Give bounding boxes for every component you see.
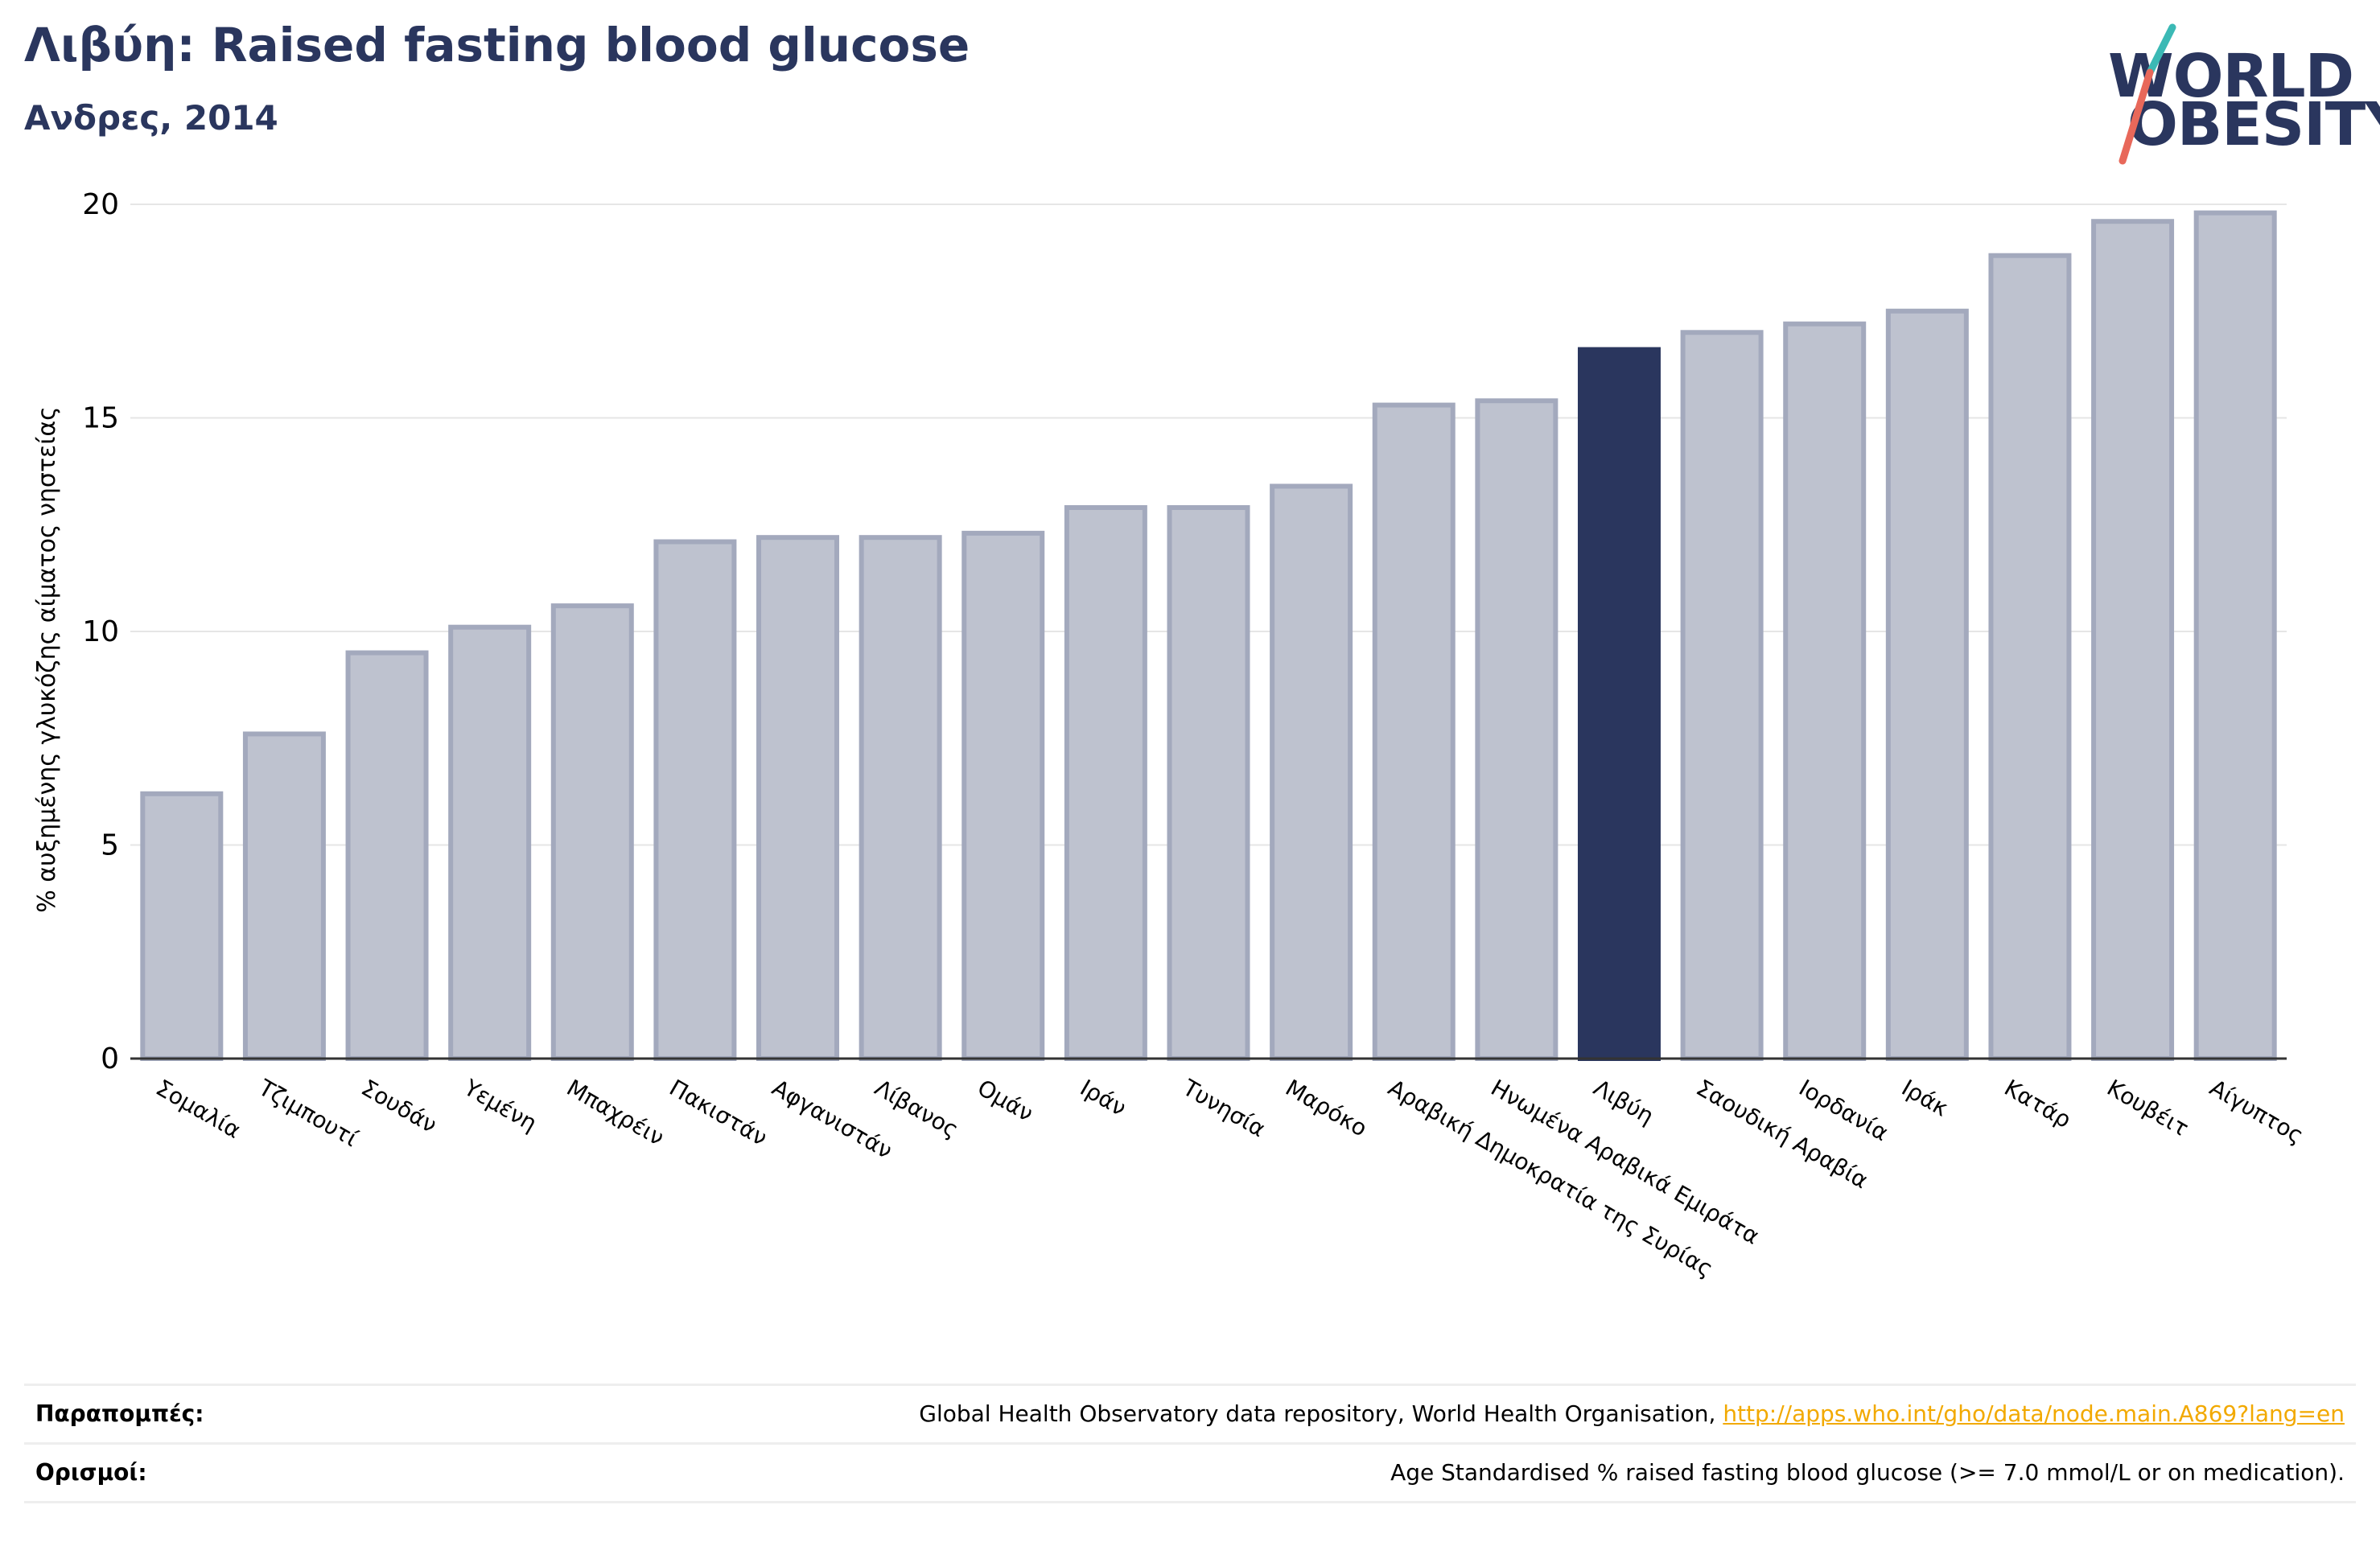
bar: [2091, 219, 2175, 1061]
y-tick-label: 0: [101, 1042, 119, 1075]
bars: [140, 210, 2277, 1062]
chart-subtitle: Ανδρες, 2014: [24, 98, 278, 138]
references-row: Παραπομπές: Global Health Observatory da…: [24, 1384, 2356, 1442]
x-tick-label: Υεμένη: [459, 1074, 541, 1137]
world-obesity-logo: WORLD OBESITY: [2102, 23, 2380, 167]
bar: [1680, 330, 1764, 1061]
logo-line-2: OBESITY: [2127, 90, 2380, 159]
bar: [1783, 321, 1867, 1061]
x-tick-label: Σουδάν: [357, 1074, 442, 1138]
bar: [653, 539, 737, 1061]
x-tick-label: Τζιμπουτί: [253, 1074, 363, 1152]
bar: [1988, 253, 2072, 1062]
y-tick-label: 5: [101, 829, 119, 862]
x-tick-label: Κουβέιτ: [2102, 1074, 2193, 1141]
y-tick-label: 10: [82, 615, 119, 648]
references-link[interactable]: http://apps.who.int/gho/data/node.main.A…: [1723, 1400, 2345, 1427]
y-axis: 0 5 10 15 20: [82, 188, 119, 1075]
bar: [1885, 308, 1969, 1061]
definitions-row: Ορισμοί: Age Standardised % raised fasti…: [24, 1442, 2356, 1503]
x-tick-label: Ιράκ: [1897, 1074, 1953, 1121]
x-tick-label: Σαουδική Αραβία: [1692, 1074, 1873, 1194]
bar: [1064, 505, 1147, 1061]
chart-title: Λιβύη: Raised fasting blood glucose: [24, 18, 970, 72]
logo-slash-icon: [2119, 23, 2176, 165]
x-tick-label: Σομαλία: [151, 1074, 245, 1143]
x-tick-label: Ομάν: [973, 1074, 1038, 1127]
bar: [1270, 483, 1353, 1061]
bar: [859, 535, 942, 1061]
bar: [1167, 505, 1250, 1061]
y-axis-label: % αυξημένης γλυκόζης αίματος νηστείας: [33, 406, 61, 912]
bar: [961, 530, 1045, 1061]
bar: [448, 624, 532, 1061]
references-label: Παραπομπές:: [35, 1400, 204, 1427]
bar: [550, 603, 634, 1061]
bar: [1475, 398, 1559, 1061]
x-tick-label: Κατάρ: [1999, 1074, 2075, 1133]
chart-footer: Παραπομπές: Global Health Observatory da…: [24, 1384, 2356, 1503]
bar: [756, 535, 840, 1061]
references-value: Global Health Observatory data repositor…: [919, 1400, 2345, 1427]
definitions-value: Age Standardised % raised fasting blood …: [1390, 1459, 2345, 1486]
x-tick-label: Λίβανος: [871, 1074, 963, 1143]
y-tick-label: 15: [82, 402, 119, 435]
bar-chart: 0 5 10 15 20 % αυξημένης γλυκόζης αίματος νη…: [33, 188, 2308, 1282]
x-tick-label: Λιβύη: [1589, 1074, 1658, 1129]
bar: [345, 650, 429, 1061]
x-tick-label: Μαρόκο: [1281, 1074, 1372, 1141]
bar: [1372, 402, 1456, 1061]
definitions-label: Ορισμοί:: [35, 1459, 147, 1486]
x-tick-label: Μπαχρέιν: [562, 1074, 669, 1150]
x-tick-label: Αίγυπτος: [2205, 1074, 2308, 1149]
bar: [2193, 210, 2277, 1061]
bar-highlight: [1577, 347, 1661, 1062]
x-tick-label: Πακιστάν: [665, 1074, 772, 1151]
references-text: Global Health Observatory data repositor…: [919, 1400, 1723, 1427]
x-tick-label: Τυνησία: [1178, 1074, 1270, 1142]
x-tick-label: Ιράν: [1076, 1074, 1131, 1121]
bar: [140, 791, 224, 1062]
bar: [242, 731, 326, 1061]
y-tick-label: 20: [82, 188, 119, 221]
